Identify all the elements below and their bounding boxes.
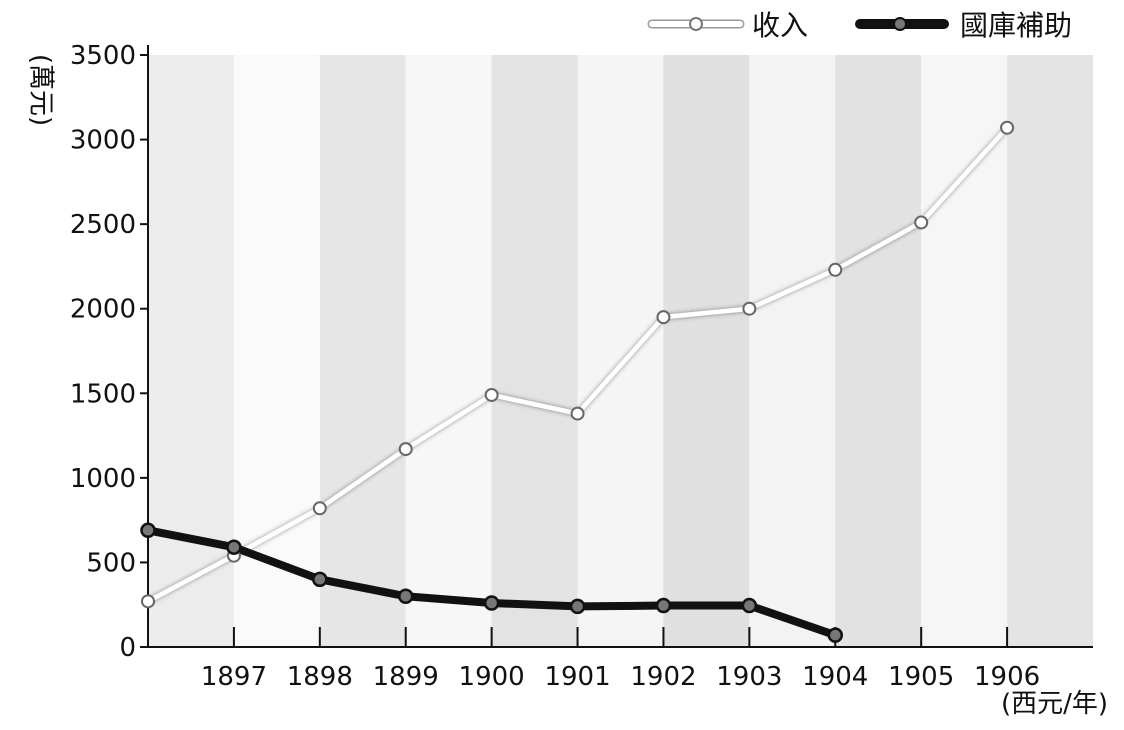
y-tick-label: 3000 (70, 126, 136, 156)
subsidy-point (569, 598, 586, 615)
y-tick-label: 1500 (70, 379, 136, 409)
x-tick-label: 1897 (201, 662, 267, 692)
x-tick-label: 1906 (974, 662, 1040, 692)
y-tick-label: 500 (86, 548, 136, 578)
labels-layer: 0 500 1000 1500 2000 2500 3000 3500 1897 1898 1899… (70, 41, 1040, 692)
background-band (405, 55, 492, 647)
income-point (656, 310, 671, 325)
income-point (312, 501, 327, 516)
y-tick-label: 3500 (70, 41, 136, 71)
subsidy-point (741, 597, 758, 614)
background-band (491, 55, 578, 647)
x-tick-label: 1901 (544, 662, 610, 692)
subsidy-point (655, 597, 672, 614)
income-point (742, 301, 757, 316)
background-band (835, 55, 922, 647)
background-bands (148, 55, 1093, 647)
legend-marker-income (689, 17, 703, 31)
background-band (233, 55, 320, 647)
legend-label-income: 收入 (752, 9, 808, 42)
income-point (914, 215, 929, 230)
axes (140, 45, 1093, 648)
legend: 收入 國庫補助 (647, 9, 1072, 42)
x-tick-label: 1900 (459, 662, 525, 692)
background-band (749, 55, 836, 647)
x-tick-label: 1904 (802, 662, 868, 692)
legend-item-subsidy: 國庫補助 (855, 9, 1072, 42)
x-tick-label: 1905 (888, 662, 954, 692)
legend-item-income: 收入 (647, 9, 808, 42)
background-band (663, 55, 750, 647)
income-point (1000, 120, 1015, 135)
x-tick-label: 1903 (716, 662, 782, 692)
subsidy-point (312, 571, 328, 588)
income-point (398, 442, 413, 457)
y-axis-unit-label: (萬元) (26, 54, 56, 126)
subsidy-point (483, 595, 500, 611)
x-axis-unit-label: (西元/年) (1001, 689, 1108, 719)
background-band (921, 55, 1008, 647)
legend-label-subsidy: 國庫補助 (960, 9, 1072, 42)
background-band (148, 55, 234, 647)
subsidy-point (226, 539, 242, 555)
subsidy-point (827, 627, 844, 643)
y-tick-label: 2500 (70, 210, 136, 240)
subsidy-point (140, 522, 156, 539)
income-point (570, 406, 585, 421)
subsidy-point (397, 588, 414, 605)
legend-marker-subsidy (893, 17, 907, 31)
y-tick-label: 0 (119, 633, 136, 663)
background-band (319, 55, 406, 647)
income-point (141, 594, 155, 609)
x-tick-label: 1899 (373, 662, 439, 692)
y-tick-label: 1000 (70, 464, 136, 494)
income-point (484, 387, 499, 402)
x-tick-label: 1898 (287, 662, 353, 692)
income-point (828, 262, 843, 277)
y-tick-label: 2000 (70, 295, 136, 325)
background-band (577, 55, 664, 647)
series-layer (140, 120, 1015, 643)
background-band (1007, 55, 1093, 647)
x-tick-label: 1902 (630, 662, 696, 692)
